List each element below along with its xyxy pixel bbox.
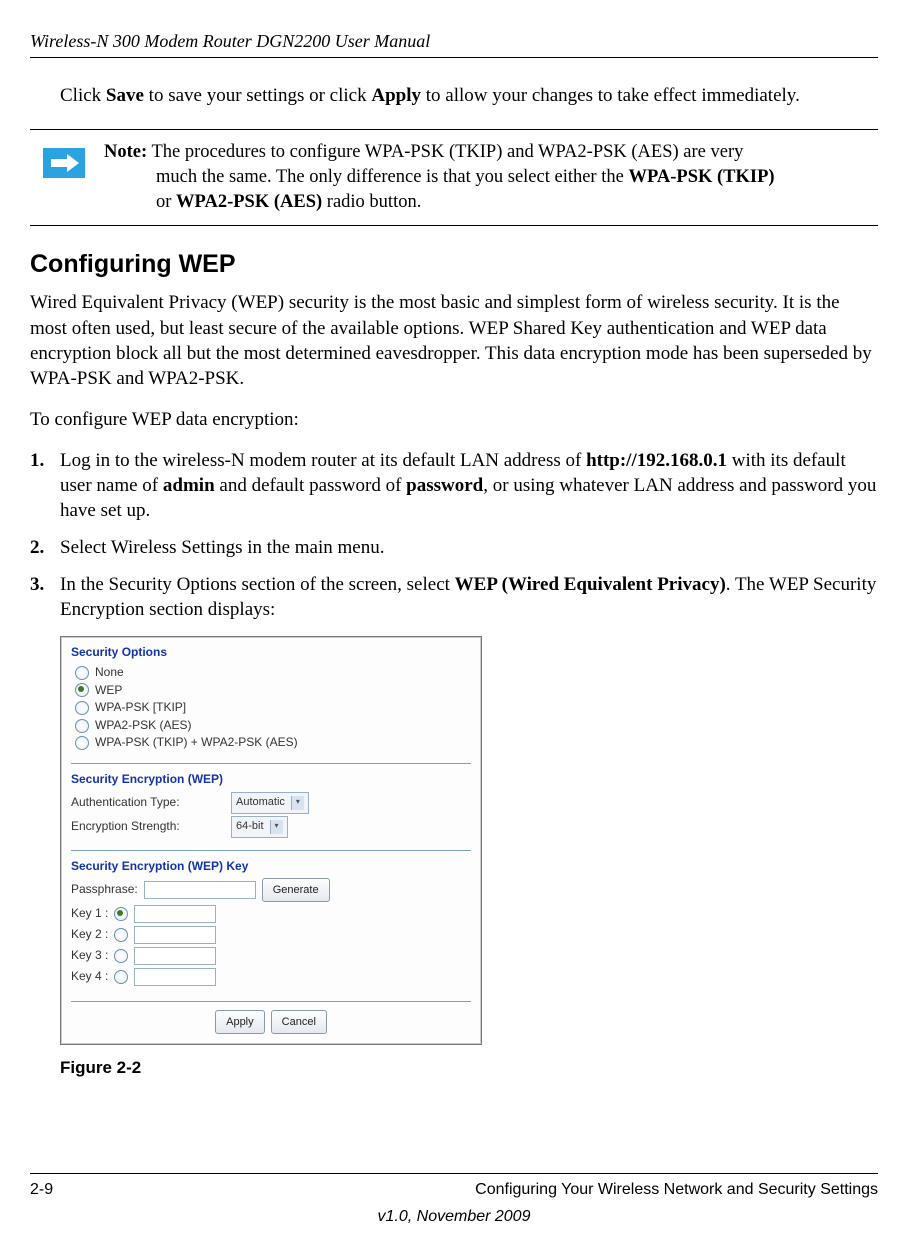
key-4-row[interactable]: Key 4 : [71,968,471,986]
note-line3-post: radio button. [322,192,421,212]
intro-save-bold: Save [106,85,144,106]
note-arrow-icon [43,148,85,178]
option-label: WPA2-PSK (AES) [95,718,191,734]
step1-b2: admin [163,475,215,496]
radio-icon [75,666,89,680]
radio-icon [75,736,89,750]
radio-icon [114,949,128,963]
note-box: Note: The procedures to configure WPA-PS… [30,129,878,226]
note-label: Note: [104,142,147,162]
auth-type-select[interactable]: Automatic ▾ [231,792,309,814]
figure-caption: Figure 2-2 [60,1057,878,1079]
cancel-button[interactable]: Cancel [271,1010,327,1034]
step1-b1: http://192.168.0.1 [586,450,727,471]
note-line2-bold: WPA-PSK (TKIP) [628,167,774,187]
chevron-down-icon: ▾ [291,796,304,810]
radio-icon [75,683,89,697]
body-para-1: Wired Equivalent Privacy (WEP) security … [30,290,878,390]
sec-title-encryption: Security Encryption (WEP) [71,772,471,788]
intro-paragraph: Click Save to save your settings or clic… [60,84,848,109]
generate-button[interactable]: Generate [262,878,330,902]
passphrase-label: Passphrase: [71,882,138,898]
apply-button[interactable]: Apply [215,1010,265,1034]
key-3-input[interactable] [134,947,216,965]
option-wpa-mixed[interactable]: WPA-PSK (TKIP) + WPA2-PSK (AES) [75,735,471,751]
chevron-down-icon: ▾ [270,820,283,834]
header-rule [30,57,878,58]
step1-b3: password [406,475,483,496]
step3-b1: WEP (Wired Equivalent Privacy) [455,574,726,595]
note-line3-pre: or [156,192,176,212]
key-label: Key 2 : [71,927,108,943]
option-none[interactable]: None [75,665,471,681]
key-1-row[interactable]: Key 1 : [71,905,471,923]
intro-apply-bold: Apply [371,85,421,106]
key-1-input[interactable] [134,905,216,923]
sec-title-wep-key: Security Encryption (WEP) Key [71,859,471,875]
key-label: Key 1 : [71,906,108,922]
auth-type-value: Automatic [236,795,285,809]
key-3-row[interactable]: Key 3 : [71,947,471,965]
intro-text-2: to save your settings or click [144,85,371,106]
key-4-input[interactable] [134,968,216,986]
sec-title-security-options: Security Options [71,645,471,661]
radio-icon [114,970,128,984]
footer-page-number: 2-9 [30,1180,90,1201]
step1-t3: and default password of [215,475,407,496]
running-head: Wireless-N 300 Modem Router DGN2200 User… [30,30,878,53]
step1-t1: Log in to the wireless-N modem router at… [60,450,586,471]
note-line2-pre: much the same. The only difference is th… [156,167,628,187]
auth-type-label: Authentication Type: [71,795,231,811]
step-1: Log in to the wireless-N modem router at… [30,448,878,523]
note-line1: The procedures to configure WPA-PSK (TKI… [147,142,743,162]
option-label: None [95,665,124,681]
key-2-input[interactable] [134,926,216,944]
radio-icon [114,928,128,942]
enc-strength-select[interactable]: 64-bit ▾ [231,816,288,838]
enc-strength-value: 64-bit [236,819,264,833]
note-text: Note: The procedures to configure WPA-PS… [104,140,872,215]
radio-icon [75,701,89,715]
intro-text-3: to allow your changes to take effect imm… [421,85,800,106]
footer-rule [30,1173,878,1174]
step-3: In the Security Options section of the s… [30,572,878,622]
option-label: WEP [95,683,122,699]
steps-list: Log in to the wireless-N modem router at… [30,448,878,622]
option-wpa2-psk-aes[interactable]: WPA2-PSK (AES) [75,718,471,734]
key-label: Key 4 : [71,969,108,985]
option-wpa-psk-tkip[interactable]: WPA-PSK [TKIP] [75,700,471,716]
option-label: WPA-PSK (TKIP) + WPA2-PSK (AES) [95,735,298,751]
key-label: Key 3 : [71,948,108,964]
section-heading: Configuring WEP [30,248,878,281]
passphrase-input[interactable] [144,881,256,899]
option-wep[interactable]: WEP [75,683,471,699]
intro-text-1: Click [60,85,106,106]
enc-strength-label: Encryption Strength: [71,819,231,835]
note-line3-bold: WPA2-PSK (AES) [176,192,322,212]
embedded-screenshot: Security Options None WEP WPA-PSK [TKIP]… [60,636,482,1045]
body-para-2: To configure WEP data encryption: [30,407,878,432]
radio-icon [75,719,89,733]
radio-icon [114,907,128,921]
key-2-row[interactable]: Key 2 : [71,926,471,944]
step-2: Select Wireless Settings in the main men… [30,535,878,560]
option-label: WPA-PSK [TKIP] [95,700,186,716]
footer-version: v1.0, November 2009 [30,1207,878,1228]
footer-title: Configuring Your Wireless Network and Se… [90,1180,878,1201]
step3-t1: In the Security Options section of the s… [60,574,455,595]
page-footer: 2-9 Configuring Your Wireless Network an… [30,1173,878,1228]
